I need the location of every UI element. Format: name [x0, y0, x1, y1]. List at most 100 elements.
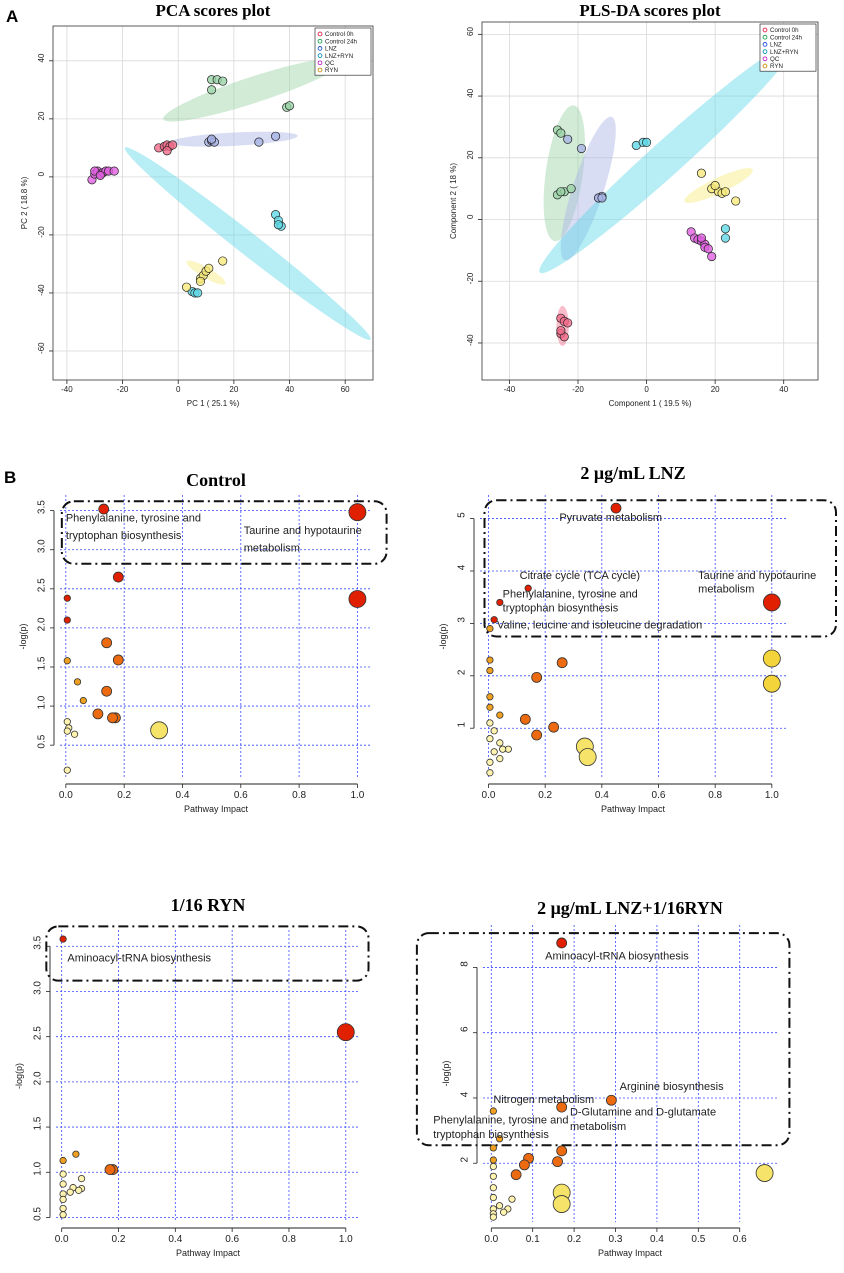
pathway-point [486, 758, 494, 766]
data-point-ryn [195, 276, 206, 286]
confidence-ellipse-control-24h [543, 105, 585, 242]
y-tick-label: 1.5 [33, 1116, 44, 1130]
x-tick-label: 0.6 [225, 1234, 239, 1245]
highlight-box [483, 499, 837, 638]
pathway-point [490, 748, 498, 756]
pathway-annotation: Aminoacyl-tRNA biosynthesis [545, 950, 689, 962]
y-tick-label: 3.5 [37, 500, 48, 514]
data-point-control-0h [168, 140, 178, 150]
pathway-point [556, 1145, 568, 1157]
pathway-annotation: metabolism [244, 542, 300, 554]
y-axis-label: -log(p) [441, 1060, 451, 1086]
pathway-point [107, 712, 118, 724]
pathway-point [59, 1211, 67, 1219]
pathway-point [486, 693, 494, 701]
pathway-annotation: Phenylalanine, tyrosine and [433, 1114, 568, 1126]
y-tick-label: 1.0 [37, 695, 48, 709]
legend-marker [317, 60, 323, 66]
y-tick-label: -20 [37, 226, 46, 238]
y-axis-label: PC 2 ( 18.8 %) [20, 176, 29, 229]
pathway-point [92, 708, 104, 720]
x-tick-label: 0.5 [691, 1234, 705, 1245]
pathway-point [489, 1193, 497, 1202]
pathway-point [755, 1164, 774, 1182]
pathway-point [150, 721, 169, 740]
x-axis-label: Component 1 ( 19.5 %) [609, 399, 692, 408]
x-axis-label: Pathway Impact [176, 1248, 241, 1258]
pathway-point [101, 637, 113, 649]
panel-label-b: B [4, 468, 16, 487]
y-tick-label: 1 [457, 721, 468, 727]
y-tick-label: 2.0 [33, 1071, 44, 1085]
pathway-annotation: Phenylalanine, tyrosine and [503, 589, 638, 601]
y-tick-label: 1.0 [33, 1161, 44, 1175]
x-tick-label: 0.6 [652, 790, 666, 801]
data-point-ryn [696, 168, 706, 178]
data-point-lnz [254, 137, 264, 147]
x-axis-label: Pathway Impact [598, 1248, 663, 1258]
x-axis-label: PC 1 ( 25.1 %) [187, 399, 240, 408]
pathway-point [531, 729, 543, 741]
confidence-ellipse-control-24h [163, 58, 344, 122]
y-axis-label: -log(p) [14, 1063, 24, 1089]
pathway-point [496, 711, 504, 719]
x-tick-label: 20 [711, 385, 720, 394]
legend-entry: QC [770, 56, 780, 63]
data-point-ryn [720, 187, 730, 197]
legend-marker [317, 53, 323, 58]
y-tick-label: 4 [460, 1091, 471, 1097]
x-tick-label: 0.4 [650, 1234, 664, 1245]
legend-marker [762, 63, 768, 69]
data-point-lnz [597, 193, 607, 203]
y-tick-label: 2.5 [33, 1026, 44, 1040]
pathway-point [489, 1162, 497, 1171]
data-point-lnz [576, 143, 586, 154]
x-tick-label: 0.8 [708, 790, 722, 801]
x-tick-label: 0.4 [176, 790, 190, 801]
x-tick-label: 0.8 [282, 1234, 296, 1245]
pathway-point [495, 1135, 504, 1143]
pathway-point [59, 1156, 67, 1165]
highlight-box [60, 500, 388, 565]
chart-combo: 2 μg/mL LNZ+1/16RYN 0.0 0.1 0.2 0.3 0.4 0.5 0.6… [415, 898, 791, 1258]
data-point-lnz-ryn [273, 220, 283, 230]
legend-marker [762, 34, 768, 40]
data-point-ryn [710, 181, 720, 191]
pathway-annotation: Citrate cycle (TCA cycle) [520, 570, 640, 582]
y-tick-label: 3.0 [37, 539, 48, 553]
x-tick-label: 0.2 [567, 1234, 581, 1245]
pathway-point [486, 735, 494, 743]
pathway-point [486, 625, 494, 633]
legend-entry: LNZ [770, 42, 782, 49]
x-tick-label: -40 [504, 385, 516, 394]
pathway-annotation: Taurine and hypotaurine [698, 570, 816, 582]
pathway-point [79, 697, 87, 705]
pathway-annotation: tryptophan biosynthesis [433, 1129, 549, 1141]
data-point-qc [696, 233, 706, 243]
data-point-control-24h [218, 76, 228, 86]
confidence-ellipse-lnz [560, 116, 616, 261]
x-tick-label: 0.2 [538, 790, 552, 801]
chart-title: Control [186, 470, 246, 490]
chart-title: 2 μg/mL LNZ [580, 463, 685, 483]
panel-label-a: A [6, 7, 18, 26]
pathway-annotation: metabolism [570, 1121, 626, 1133]
pathway-point [489, 1184, 497, 1192]
y-tick-label: 6 [460, 1026, 471, 1032]
x-tick-label: 0.0 [484, 1234, 498, 1245]
chart-title: 2 μg/mL LNZ+1/16RYN [537, 898, 723, 918]
pathway-point [556, 937, 568, 949]
data-point-ryn [731, 196, 741, 206]
x-tick-label: 0.0 [482, 790, 496, 801]
chart-title: PLS-DA scores plot [579, 1, 721, 20]
legend-marker [317, 38, 323, 44]
pathway-annotation: Taurine and hypotaurine [244, 525, 362, 537]
y-tick-label: 20 [37, 111, 46, 120]
pathway-point [336, 1023, 355, 1042]
chart-plsda: PLS-DA scores plot -40 -20 0 20 40 -40 -20 0 20 40… [449, 1, 819, 408]
pathway-point [486, 666, 494, 675]
pathway-point [500, 1208, 508, 1216]
pathway-point [489, 1172, 497, 1180]
chart-title: PCA scores plot [156, 1, 271, 20]
pathway-point [524, 584, 532, 592]
